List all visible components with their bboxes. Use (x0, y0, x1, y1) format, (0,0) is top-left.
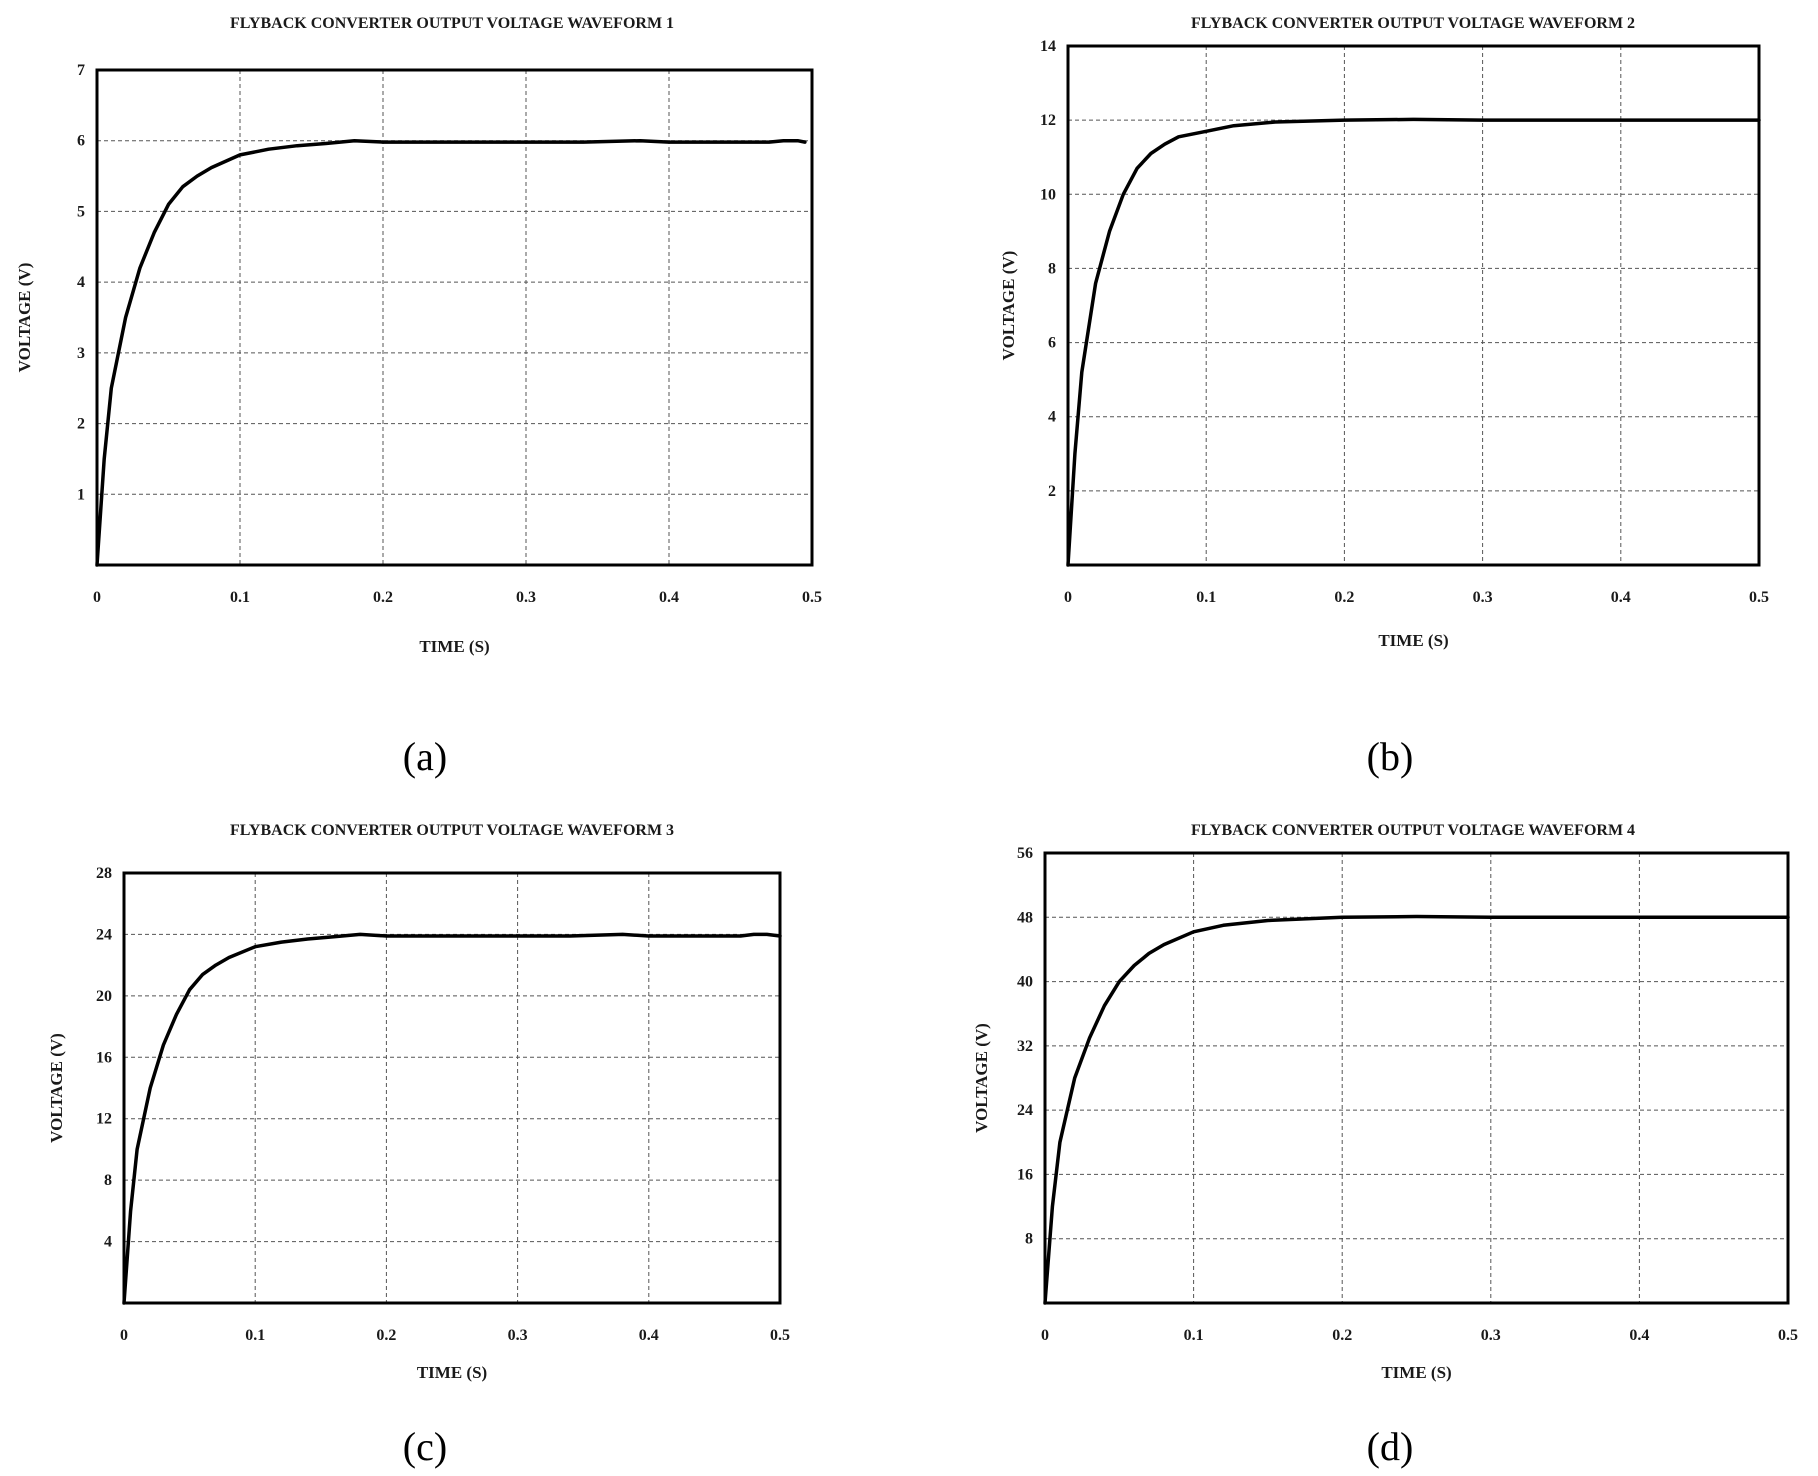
x-tick-label: 0 (1064, 589, 1072, 606)
x-tick-label: 0.1 (1196, 589, 1216, 606)
x-tick-label: 0.4 (659, 589, 679, 606)
y-tick-label: 6 (1048, 335, 1056, 352)
y-tick-label: 2 (1048, 483, 1056, 500)
x-tick-label: 0 (93, 589, 101, 606)
y-tick-label: 5 (77, 203, 85, 220)
x-tick-label: 0.3 (1481, 1327, 1501, 1344)
x-tick-label: 0.2 (373, 589, 393, 606)
y-axis-label: VOLTAGE (V) (972, 1023, 991, 1133)
y-tick-label: 8 (1048, 260, 1056, 277)
x-axis-label: TIME (S) (1381, 1363, 1451, 1382)
y-tick-label: 4 (104, 1234, 112, 1251)
chart-title: FLYBACK CONVERTER OUTPUT VOLTAGE WAVEFOR… (1191, 822, 1635, 839)
panel-d: 0 0.1 0.2 0.3 0.4 0.5 8 16 24 32 40 48 56 FLYBACK CON… (972, 822, 1798, 1469)
y-tick-label: 14 (1040, 38, 1056, 55)
x-tick-label: 0.5 (770, 1327, 790, 1344)
voltage-waveform-line (1043, 914, 1790, 1305)
y-tick-label: 16 (96, 1049, 112, 1066)
chart-title: FLYBACK CONVERTER OUTPUT VOLTAGE WAVEFOR… (1191, 15, 1635, 32)
x-axis-label: TIME (S) (1378, 631, 1448, 650)
y-tick-label: 48 (1017, 909, 1033, 926)
y-tick-label: 56 (1017, 845, 1033, 862)
y-tick-label: 32 (1017, 1038, 1033, 1055)
y-tick-label: 12 (96, 1111, 112, 1128)
y-tick-label: 3 (77, 345, 85, 362)
x-tick-label: 0.4 (1611, 589, 1631, 606)
y-tick-label: 8 (1025, 1231, 1033, 1248)
x-tick-label: 0.2 (1334, 589, 1354, 606)
panel-caption: (c) (403, 1424, 447, 1469)
x-tick-label: 0.1 (1184, 1327, 1204, 1344)
y-tick-label: 1 (77, 486, 85, 503)
y-axis-label: VOLTAGE (V) (999, 251, 1018, 361)
chart-title: FLYBACK CONVERTER OUTPUT VOLTAGE WAVEFOR… (230, 15, 674, 32)
plot-frame (95, 68, 814, 567)
voltage-waveform-line (1066, 117, 1761, 567)
y-tick-label: 4 (1048, 409, 1056, 426)
y-axis-label: VOLTAGE (V) (47, 1033, 66, 1143)
panel-caption: (d) (1367, 1424, 1414, 1469)
x-tick-label: 0.4 (1629, 1327, 1649, 1344)
y-tick-label: 8 (104, 1172, 112, 1189)
x-tick-label: 0.3 (508, 1327, 528, 1344)
x-tick-label: 0.3 (1473, 589, 1493, 606)
y-tick-label: 10 (1040, 186, 1056, 203)
y-tick-label: 24 (1017, 1102, 1033, 1119)
x-tick-label: 0.4 (639, 1327, 659, 1344)
x-tick-label: 0 (120, 1327, 128, 1344)
panel-c: 0 0.1 0.2 0.3 0.4 0.5 4 8 12 16 20 24 28 FLYBACK CONV… (47, 822, 790, 1469)
y-tick-label: 20 (96, 988, 112, 1005)
x-tick-label: 0.5 (1778, 1327, 1798, 1344)
panel-a: 0 0.1 0.2 0.3 0.4 0.5 1 2 3 4 5 6 7 FLYBACK CONVERTER… (15, 15, 822, 779)
x-tick-label: 0.5 (802, 589, 822, 606)
panel-b: 0 0.1 0.2 0.3 0.4 0.5 2 4 6 8 10 12 14 FLYBACK CONVER… (999, 15, 1769, 779)
voltage-waveform-line (122, 932, 782, 1305)
y-tick-label: 2 (77, 416, 85, 433)
y-tick-label: 4 (77, 274, 85, 291)
y-tick-label: 12 (1040, 112, 1056, 129)
plot-frame (1066, 44, 1761, 567)
y-tick-label: 7 (77, 62, 85, 79)
voltage-waveform-line (95, 138, 807, 567)
x-tick-label: 0.5 (1749, 589, 1769, 606)
x-tick-label: 0.2 (1332, 1327, 1352, 1344)
x-tick-label: 0 (1041, 1327, 1049, 1344)
chart-title: FLYBACK CONVERTER OUTPUT VOLTAGE WAVEFOR… (230, 822, 674, 839)
y-tick-label: 24 (96, 926, 112, 943)
x-axis-label: TIME (S) (419, 637, 489, 656)
x-tick-label: 0.1 (245, 1327, 265, 1344)
x-tick-label: 0.3 (516, 589, 536, 606)
y-axis-label: VOLTAGE (V) (15, 263, 34, 373)
x-axis-label: TIME (S) (417, 1363, 487, 1382)
x-tick-label: 0.1 (230, 589, 250, 606)
y-tick-label: 16 (1017, 1166, 1033, 1183)
panel-caption: (a) (403, 734, 447, 779)
plot-frame (122, 871, 782, 1305)
y-tick-label: 28 (96, 865, 112, 882)
y-tick-label: 40 (1017, 974, 1033, 991)
plot-frame (1043, 851, 1790, 1305)
y-tick-label: 6 (77, 133, 85, 150)
panel-caption: (b) (1367, 734, 1414, 779)
x-tick-label: 0.2 (376, 1327, 396, 1344)
